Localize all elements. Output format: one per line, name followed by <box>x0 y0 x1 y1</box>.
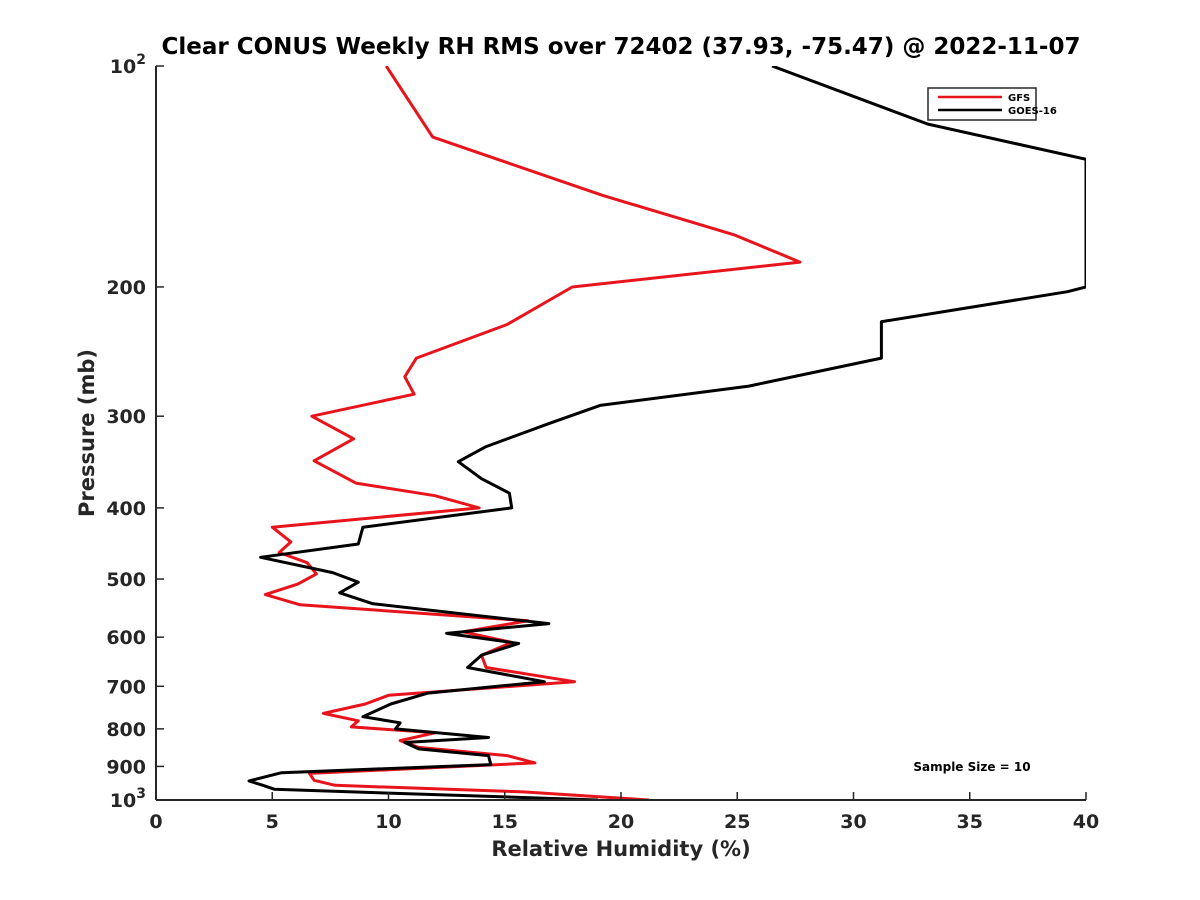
x-tick-label: 5 <box>266 811 279 833</box>
x-tick-label: 35 <box>957 811 983 833</box>
legend: GFS GOES-16 <box>927 87 1057 121</box>
sample-size-annotation: Sample Size = 10 <box>913 760 1030 774</box>
x-tick-label: 20 <box>608 811 634 833</box>
x-tick-label: 15 <box>492 811 518 833</box>
y-axis-label: Pressure (mb) <box>75 349 99 517</box>
legend-box <box>927 87 1037 121</box>
x-tick-label: 10 <box>375 811 401 833</box>
x-tick-label: 30 <box>840 811 866 833</box>
chart-title: Clear CONUS Weekly RH RMS over 72402 (37… <box>162 34 1081 60</box>
x-tick-label: 25 <box>724 811 750 833</box>
x-tick-label: 0 <box>149 811 162 833</box>
series-line-goes-16 <box>247 66 1086 800</box>
x-axis-label: Relative Humidity (%) <box>491 837 750 861</box>
y-tick-label: 900 <box>106 756 146 778</box>
y-tick-label: 103 <box>110 786 146 812</box>
y-tick-label: 800 <box>106 719 146 741</box>
y-tick-label: 300 <box>106 406 146 428</box>
legend-label-gfs: GFS <box>1008 93 1030 104</box>
y-tick-label: 400 <box>106 498 146 520</box>
y-tick-label: 600 <box>106 627 146 649</box>
y-tick-label: 200 <box>106 277 146 299</box>
series-layer <box>247 66 1086 800</box>
y-axis-ticks: 102 200 300 400 500 600 700 800 900 103 <box>106 52 164 812</box>
legend-label-goes16: GOES-16 <box>1008 106 1057 117</box>
x-tick-label: 40 <box>1073 811 1099 833</box>
x-axis-ticks: 0 5 10 15 20 25 30 35 40 <box>149 792 1099 833</box>
y-tick-label: 500 <box>106 569 146 591</box>
y-tick-label: 700 <box>106 676 146 698</box>
y-tick-label: 102 <box>110 52 146 78</box>
